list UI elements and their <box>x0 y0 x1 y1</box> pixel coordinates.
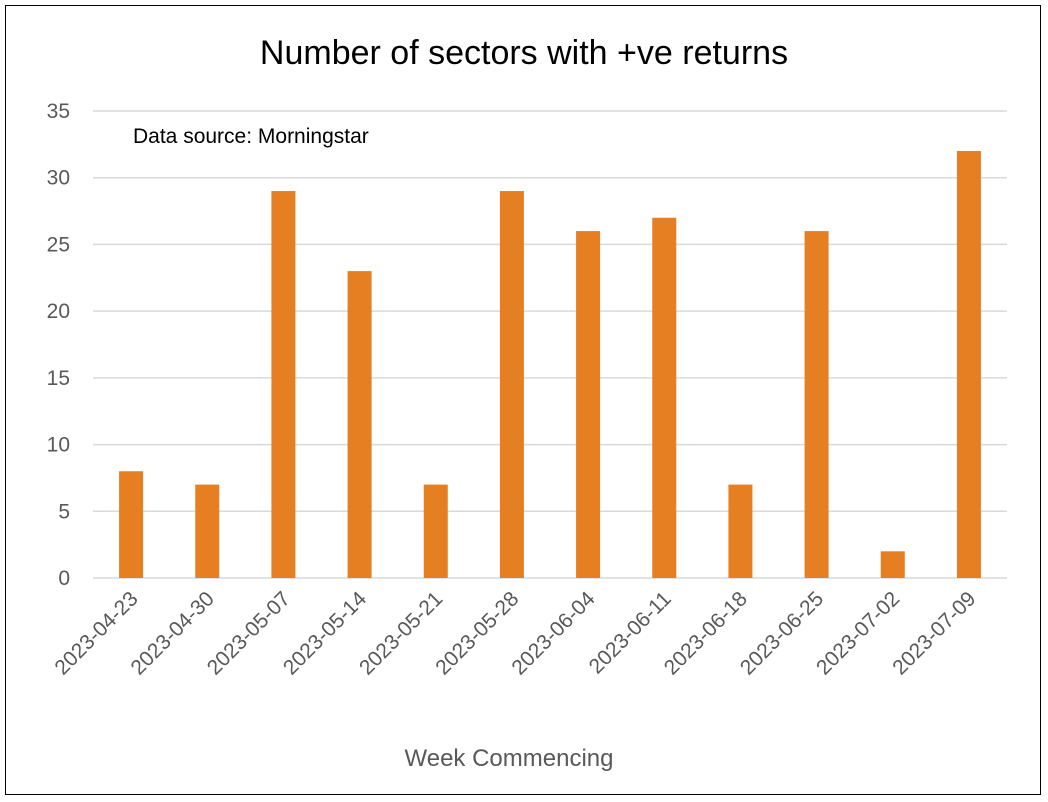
bar-2023-06-18 <box>728 484 753 578</box>
bar-2023-05-21 <box>423 484 448 578</box>
y-tick-label: 35 <box>47 100 70 123</box>
gridlines <box>93 110 1007 579</box>
y-tick-label: 5 <box>58 500 70 523</box>
x-tick-label: 2023-07-09 <box>888 587 980 679</box>
bar-2023-07-09 <box>956 151 981 578</box>
bar-2023-05-07 <box>271 191 296 579</box>
y-axis-tick-labels: 0 5 10 15 20 25 30 35 <box>47 100 70 590</box>
bar-2023-07-02 <box>880 551 905 578</box>
y-tick-label: 0 <box>58 567 70 590</box>
bar-2023-05-14 <box>347 271 372 578</box>
y-tick-label: 20 <box>47 300 70 323</box>
bar-2023-04-30 <box>195 484 220 578</box>
bar-2023-05-28 <box>499 191 524 579</box>
bar-2023-06-04 <box>576 231 601 579</box>
bars <box>119 151 981 579</box>
chart-title: Number of sectors with +ve returns <box>260 34 788 72</box>
x-axis-tick-labels: 2023-04-232023-04-302023-05-072023-05-14… <box>50 587 980 679</box>
bar-2023-04-23 <box>119 471 144 578</box>
y-tick-label: 15 <box>47 367 70 390</box>
x-tick-label: 2023-06-04 <box>507 587 599 679</box>
bar-2023-06-11 <box>652 217 677 578</box>
data-source-annotation: Data source: Morningstar <box>133 125 369 148</box>
x-axis-title: Week Commencing <box>405 745 614 772</box>
bar-2023-06-25 <box>804 231 829 579</box>
y-tick-label: 10 <box>47 434 70 457</box>
y-tick-label: 30 <box>47 167 70 190</box>
y-tick-label: 25 <box>47 233 70 256</box>
